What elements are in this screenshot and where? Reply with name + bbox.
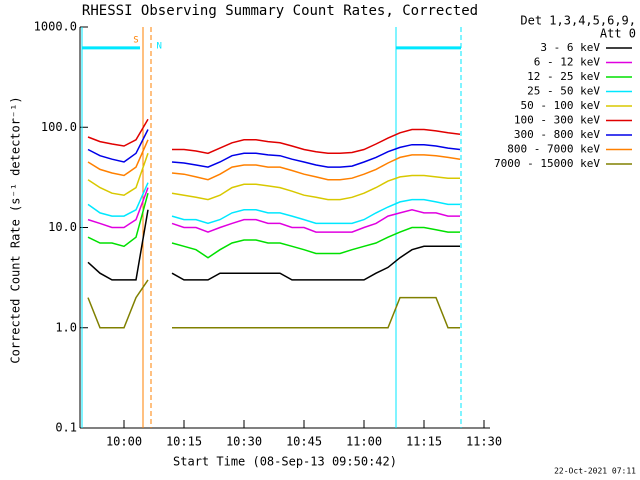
x-tick-label: 11:15 (406, 435, 442, 449)
x-tick-label: 10:45 (286, 435, 322, 449)
series-line (87, 153, 460, 201)
annotation: N (156, 42, 161, 52)
x-tick-label: 11:00 (346, 435, 382, 449)
legend-header: Det 1,3,4,5,6,9, (520, 14, 636, 28)
series-line (87, 139, 461, 181)
legend-label: 100 - 300 keV (514, 114, 600, 127)
legend-label: 25 - 50 keV (527, 85, 600, 98)
legend-label: 6 - 12 keV (534, 56, 601, 69)
legend-label: 300 - 800 keV (514, 128, 600, 141)
legend-label: 50 - 100 keV (521, 99, 601, 112)
series-line (87, 279, 460, 329)
x-axis-label: Start Time (08-Sep-13 09:50:42) (173, 455, 397, 469)
series-line (87, 129, 461, 168)
y-tick-label: 1000.0 (34, 20, 77, 34)
y-tick-label: 100.0 (41, 120, 77, 134)
y-tick-label: 1.0 (55, 320, 77, 334)
footer: 22-Oct-2021 07:11 (554, 467, 636, 476)
chart-title: RHESSI Observing Summary Count Rates, Co… (82, 3, 478, 19)
y-axis-label: Corrected Count Rate (s⁻¹ detector⁻¹) (9, 96, 23, 363)
x-tick-label: 10:00 (106, 435, 142, 449)
series-line (87, 182, 460, 225)
series-line (87, 118, 461, 155)
legend-label: 12 - 25 keV (527, 70, 600, 83)
x-tick-label: 10:30 (226, 435, 262, 449)
y-tick-label: 10.0 (48, 220, 77, 234)
legend-label: 3 - 6 keV (540, 41, 600, 54)
legend-label: 800 - 7000 keV (507, 143, 600, 156)
legend-header: Att 0 (600, 27, 636, 41)
x-tick-label: 11:30 (466, 435, 502, 449)
annotation: S (133, 36, 138, 46)
series-line (87, 187, 460, 233)
y-tick-label: 0.1 (55, 421, 77, 435)
series-line (87, 193, 460, 259)
series-line (87, 209, 460, 281)
legend-label: 7000 - 15000 keV (494, 157, 600, 170)
x-tick-label: 10:15 (166, 435, 202, 449)
